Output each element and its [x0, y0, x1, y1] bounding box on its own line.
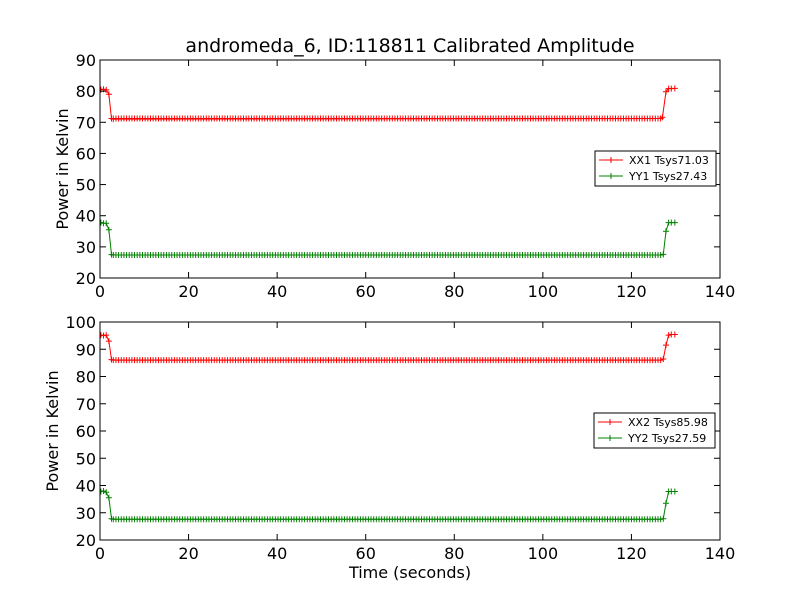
legend: XX2 Tsys85.98 YY2 Tsys27.59 [593, 412, 716, 449]
y-tick-label: 90 [76, 340, 96, 359]
legend-label: XX2 Tsys85.98 [628, 416, 708, 429]
series-2 [100, 219, 678, 258]
legend: XX1 Tsys71.03 YY1 Tsys27.43 [594, 150, 717, 187]
x-tick-label: 20 [178, 282, 198, 301]
y-tick-label: 90 [76, 51, 96, 70]
series-1 [100, 331, 678, 364]
series-markers [100, 85, 678, 123]
y-tick-label: 100 [65, 313, 96, 332]
y-tick-label: 80 [76, 82, 96, 101]
series-markers [100, 219, 678, 258]
y-tick-label: 60 [76, 144, 96, 163]
y-tick-label: 40 [76, 207, 96, 226]
x-axis-label: Time (seconds) [348, 563, 471, 582]
x-tick-label: 40 [267, 544, 287, 563]
series-2 [100, 487, 678, 523]
y-axis-label-top: Power in Kelvin [53, 108, 72, 229]
axes-frame [99, 59, 721, 279]
x-tick-label: 20 [178, 544, 198, 563]
legend-marker [607, 435, 613, 441]
x-tick-label: 120 [616, 544, 647, 563]
x-tick-label: 0 [95, 282, 105, 301]
y-tick-label: 30 [76, 238, 96, 257]
y-tick-label: 80 [76, 368, 96, 387]
legend-label: YY2 Tsys27.59 [627, 432, 706, 445]
legend-marker [608, 157, 614, 163]
y-tick-label: 70 [76, 395, 96, 414]
x-tick-label: 80 [444, 544, 464, 563]
chart-title: andromeda_6, ID:118811 Calibrated Amplit… [185, 35, 634, 57]
legend-marker [608, 173, 614, 179]
legend-label: YY1 Tsys27.43 [628, 170, 707, 183]
y-tick-label: 50 [76, 176, 96, 195]
y-tick-label: 30 [76, 504, 96, 523]
legend-label: XX1 Tsys71.03 [629, 154, 709, 167]
legend-box [594, 150, 717, 187]
y-tick-label: 50 [76, 449, 96, 468]
y-tick-label: 20 [76, 531, 96, 550]
x-tick-label: 80 [444, 282, 464, 301]
legend-marker [607, 419, 613, 425]
y-tick-label: 40 [76, 477, 96, 496]
x-tick-label: 60 [356, 282, 376, 301]
y-tick-label: 70 [76, 113, 96, 132]
x-tick-label: 120 [616, 282, 647, 301]
x-tick-label: 100 [528, 544, 559, 563]
series-1 [100, 85, 678, 123]
series-markers [100, 487, 678, 523]
y-axis-label-bottom: Power in Kelvin [43, 370, 62, 491]
y-tick-label: 60 [76, 422, 96, 441]
x-tick-label: 40 [267, 282, 287, 301]
x-tick-label: 60 [356, 544, 376, 563]
legend-box [593, 412, 716, 449]
x-tick-label: 140 [705, 544, 736, 563]
plot-bottom: 0 20 40 60 80 100 120 1402030405060708090100XX2… [65, 313, 735, 563]
x-tick-label: 100 [528, 282, 559, 301]
x-tick-label: 140 [705, 282, 736, 301]
series-markers [100, 331, 678, 364]
x-tick-label: 0 [95, 544, 105, 563]
y-tick-label: 20 [76, 269, 96, 288]
